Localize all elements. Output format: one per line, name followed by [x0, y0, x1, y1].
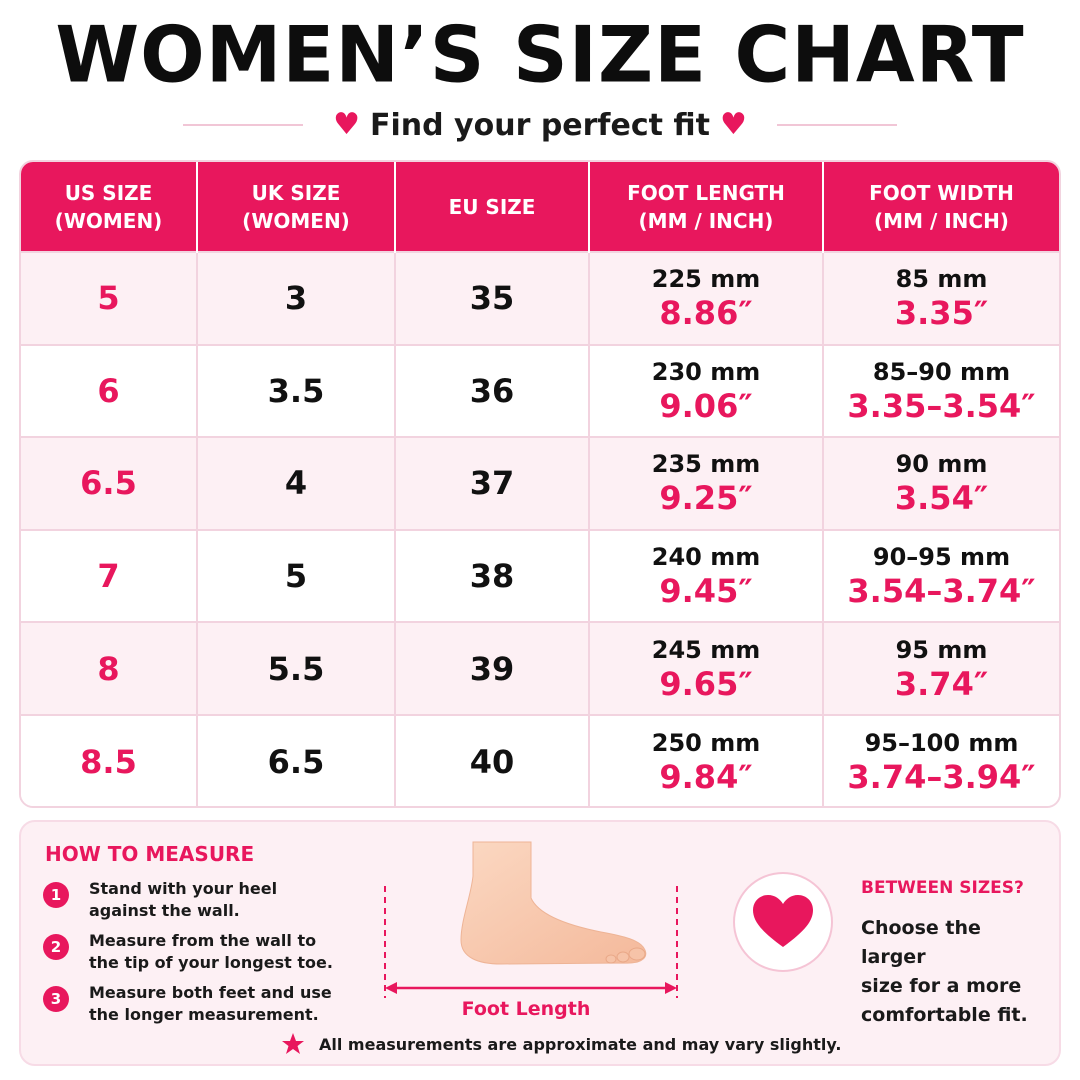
cell-eu-size: 35	[395, 251, 590, 345]
header-foot-length: FOOT LENGTH (MM / INCH)	[589, 162, 824, 252]
step-text: Stand with your heel against the wall.	[89, 879, 278, 920]
heart-icon-left: ♥	[333, 107, 360, 142]
disclaimer-note: All measurements are approximate and may…	[281, 1032, 841, 1056]
table-row: 8.5 6.5 40 250 mm 9.84″ 95–100 mm 3.74–3.94″	[21, 713, 1059, 806]
step-number: 3	[43, 986, 69, 1012]
foot-illustration-icon	[384, 841, 678, 998]
cell-uk-size: 3	[197, 251, 396, 345]
header-uk-size: UK SIZE (WOMEN)	[197, 162, 396, 252]
cell-eu-size: 39	[395, 621, 590, 715]
step-text: Measure both feet and use the longer meas…	[89, 983, 332, 1024]
cell-us-size: 8	[21, 621, 198, 715]
subtitle-row: ♥ Find your perfect fit ♥	[0, 100, 1080, 150]
star-icon	[282, 1033, 304, 1054]
divider-right	[776, 124, 897, 126]
cell-eu-size: 37	[395, 436, 590, 530]
table-row: 5 3 35 225 mm 8.86″ 85 mm 3.35″	[21, 251, 1059, 345]
cell-uk-size: 6.5	[197, 713, 396, 806]
divider-left	[183, 124, 304, 126]
cell-eu-size: 40	[395, 713, 590, 806]
heart-icon-right: ♥	[719, 107, 747, 142]
table-row: 8 5.5 39 245 mm 9.65″ 95 mm 3.74″	[21, 621, 1059, 715]
cell-uk-size: 5.5	[197, 621, 396, 715]
cell-us-size: 6	[21, 343, 198, 438]
cell-foot-width: 85 mm 3.35″	[823, 251, 1059, 345]
measure-panel: HOW TO MEASURE 1 Stand with your heel aga…	[19, 820, 1061, 1066]
cell-foot-width: 95 mm 3.74″	[823, 621, 1059, 715]
table-row: 7 5 38 240 mm 9.45″ 90–95 mm 3.54–3.74″	[21, 528, 1059, 623]
page-title: WOMEN’S SIZE CHART	[55, 9, 1025, 100]
table-header-row: US SIZE (WOMEN) UK SIZE (WOMEN) EU SIZE FO…	[21, 162, 1059, 252]
size-table: US SIZE (WOMEN) UK SIZE (WOMEN) EU SIZE FO…	[19, 160, 1061, 808]
cell-uk-size: 5	[197, 528, 396, 623]
step-number: 2	[43, 934, 69, 960]
step-text: Measure from the wall to the tip of your …	[89, 931, 333, 972]
cell-foot-width: 85–90 mm 3.35–3.54″	[823, 343, 1059, 438]
heart-icon	[753, 895, 813, 947]
cell-us-size: 6.5	[21, 436, 198, 530]
step-1: 1 Stand with your heel against the wall.	[43, 878, 343, 922]
disclaimer-text: All measurements are approximate and may…	[319, 1034, 842, 1054]
cell-us-size: 8.5	[21, 713, 198, 806]
cell-uk-size: 4	[197, 436, 396, 530]
how-to-measure-title: HOW TO MEASURE	[45, 842, 255, 866]
cell-eu-size: 38	[395, 528, 590, 623]
step-number: 1	[43, 882, 69, 908]
cell-foot-length: 240 mm 9.45″	[589, 528, 824, 623]
subtitle: Find your perfect fit	[370, 107, 710, 143]
foot-diagram: Foot Length	[361, 836, 691, 1026]
header-us-size: US SIZE (WOMEN)	[21, 162, 198, 252]
cell-uk-size: 3.5	[197, 343, 396, 438]
cell-foot-width: 95–100 mm 3.74–3.94″	[823, 713, 1059, 806]
cell-us-size: 7	[21, 528, 198, 623]
step-3: 3 Measure both feet and use the longer me…	[43, 982, 343, 1026]
step-2: 2 Measure from the wall to the tip of you…	[43, 930, 343, 974]
heart-badge	[733, 872, 833, 972]
cell-foot-length: 235 mm 9.25″	[589, 436, 824, 530]
cell-foot-width: 90 mm 3.54″	[823, 436, 1059, 530]
header-eu-size: EU SIZE	[395, 162, 590, 252]
cell-eu-size: 36	[395, 343, 590, 438]
between-sizes-text: Choose the larger size for a more comfor…	[861, 917, 1028, 1026]
between-sizes-title: BETWEEN SIZES?	[861, 878, 1024, 898]
table-row: 6 3.5 36 230 mm 9.06″ 85–90 mm 3.35–3.54″	[21, 343, 1059, 438]
cell-us-size: 5	[21, 251, 198, 345]
cell-foot-length: 230 mm 9.06″	[589, 343, 824, 438]
foot-length-label: Foot Length	[461, 998, 591, 1020]
cell-foot-length: 250 mm 9.84″	[589, 713, 824, 806]
cell-foot-length: 245 mm 9.65″	[589, 621, 824, 715]
cell-foot-width: 90–95 mm 3.54–3.74″	[823, 528, 1059, 623]
table-row: 6.5 4 37 235 mm 9.25″ 90 mm 3.54″	[21, 436, 1059, 530]
header-foot-width: FOOT WIDTH (MM / INCH)	[823, 162, 1059, 252]
cell-foot-length: 225 mm 8.86″	[589, 251, 824, 345]
